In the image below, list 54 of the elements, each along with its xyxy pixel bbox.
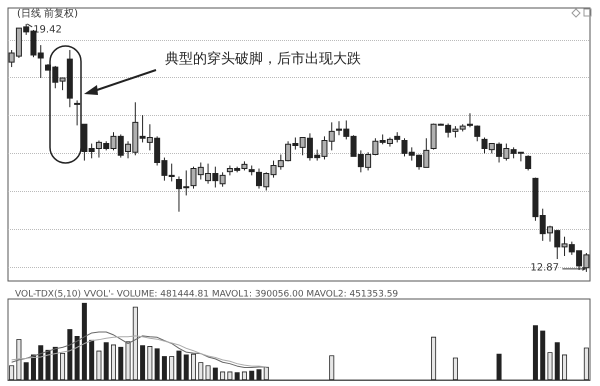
bar <box>496 354 502 380</box>
bar <box>431 336 436 380</box>
bar <box>162 356 167 380</box>
bar <box>452 358 458 380</box>
bar <box>184 354 189 380</box>
bar <box>220 372 226 380</box>
bar <box>38 345 44 380</box>
bar <box>9 365 14 380</box>
bar <box>198 362 204 380</box>
bar <box>169 356 174 380</box>
bar <box>110 344 116 380</box>
bar <box>82 302 87 380</box>
annotation: 12.87 <box>530 262 560 274</box>
bar <box>16 339 22 380</box>
bar <box>147 346 152 380</box>
bar <box>67 329 72 380</box>
bar <box>554 342 560 380</box>
bar <box>52 346 58 380</box>
bar <box>206 365 211 380</box>
bar <box>132 306 138 380</box>
bar <box>176 350 182 380</box>
bar <box>242 372 247 380</box>
bar <box>532 325 538 380</box>
bar <box>60 353 66 380</box>
bar <box>46 350 51 380</box>
bar <box>227 372 232 380</box>
bar <box>584 348 589 380</box>
bar <box>74 336 80 380</box>
bar <box>264 366 269 380</box>
bar <box>96 350 102 380</box>
bar <box>540 330 546 380</box>
bar <box>191 354 196 380</box>
bar <box>126 341 131 380</box>
candlestick <box>525 154 532 171</box>
annotation: 19.42 <box>33 24 62 36</box>
bar <box>547 352 552 380</box>
candlestick <box>248 165 255 176</box>
bar <box>562 354 568 380</box>
chart-title: VOL-TDX(5,10) VVOL'- VOLUME: 481444.81 MAVOL1: 390056.00 MAVOL2: 451353.59 <box>15 290 398 300</box>
bar <box>154 348 160 380</box>
bar <box>249 370 254 380</box>
bar <box>329 355 334 380</box>
bar <box>89 340 94 380</box>
bar <box>140 345 146 380</box>
bar <box>30 354 36 380</box>
bar <box>24 362 29 380</box>
bar <box>104 342 109 380</box>
bar <box>212 368 218 380</box>
bar <box>118 346 124 380</box>
bar <box>234 372 240 380</box>
candlestick <box>74 100 80 126</box>
bar <box>256 369 262 380</box>
annotation: 典型的穿头破脚，后市出现大跌 <box>165 51 361 67</box>
chart-title: (日线 前复权) <box>17 8 78 20</box>
